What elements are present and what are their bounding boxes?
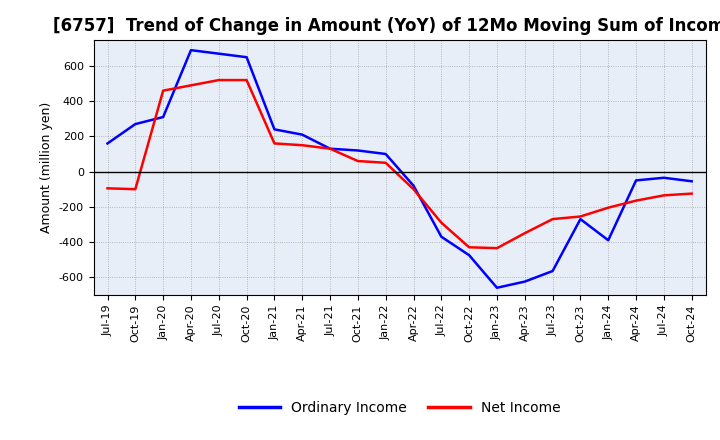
Legend: Ordinary Income, Net Income: Ordinary Income, Net Income: [233, 396, 566, 421]
Net Income: [409, 187, 418, 192]
Net Income: [465, 245, 474, 250]
Ordinary Income: [298, 132, 307, 137]
Net Income: [437, 220, 446, 225]
Ordinary Income: [437, 234, 446, 239]
Net Income: [631, 198, 640, 203]
Ordinary Income: [242, 55, 251, 60]
Ordinary Income: [660, 175, 668, 180]
Ordinary Income: [409, 183, 418, 188]
Ordinary Income: [465, 253, 474, 258]
Title: [6757]  Trend of Change in Amount (YoY) of 12Mo Moving Sum of Incomes: [6757] Trend of Change in Amount (YoY) o…: [53, 17, 720, 35]
Ordinary Income: [688, 179, 696, 184]
Net Income: [131, 187, 140, 192]
Line: Net Income: Net Income: [107, 80, 692, 248]
Net Income: [186, 83, 195, 88]
Ordinary Income: [131, 121, 140, 127]
Ordinary Income: [382, 151, 390, 157]
Y-axis label: Amount (million yen): Amount (million yen): [40, 102, 53, 233]
Ordinary Income: [159, 114, 168, 120]
Net Income: [382, 160, 390, 165]
Ordinary Income: [325, 146, 334, 151]
Ordinary Income: [270, 127, 279, 132]
Net Income: [492, 246, 501, 251]
Net Income: [270, 141, 279, 146]
Net Income: [159, 88, 168, 93]
Ordinary Income: [549, 268, 557, 274]
Ordinary Income: [576, 216, 585, 222]
Ordinary Income: [103, 141, 112, 146]
Net Income: [604, 205, 613, 210]
Ordinary Income: [354, 148, 362, 153]
Ordinary Income: [215, 51, 223, 56]
Net Income: [688, 191, 696, 196]
Line: Ordinary Income: Ordinary Income: [107, 50, 692, 288]
Ordinary Income: [521, 279, 529, 284]
Net Income: [103, 186, 112, 191]
Ordinary Income: [631, 178, 640, 183]
Ordinary Income: [186, 48, 195, 53]
Net Income: [354, 158, 362, 164]
Net Income: [576, 214, 585, 219]
Ordinary Income: [492, 285, 501, 290]
Net Income: [215, 77, 223, 83]
Net Income: [660, 193, 668, 198]
Net Income: [298, 143, 307, 148]
Net Income: [549, 216, 557, 222]
Net Income: [521, 231, 529, 236]
Net Income: [325, 146, 334, 151]
Net Income: [242, 77, 251, 83]
Ordinary Income: [604, 238, 613, 243]
